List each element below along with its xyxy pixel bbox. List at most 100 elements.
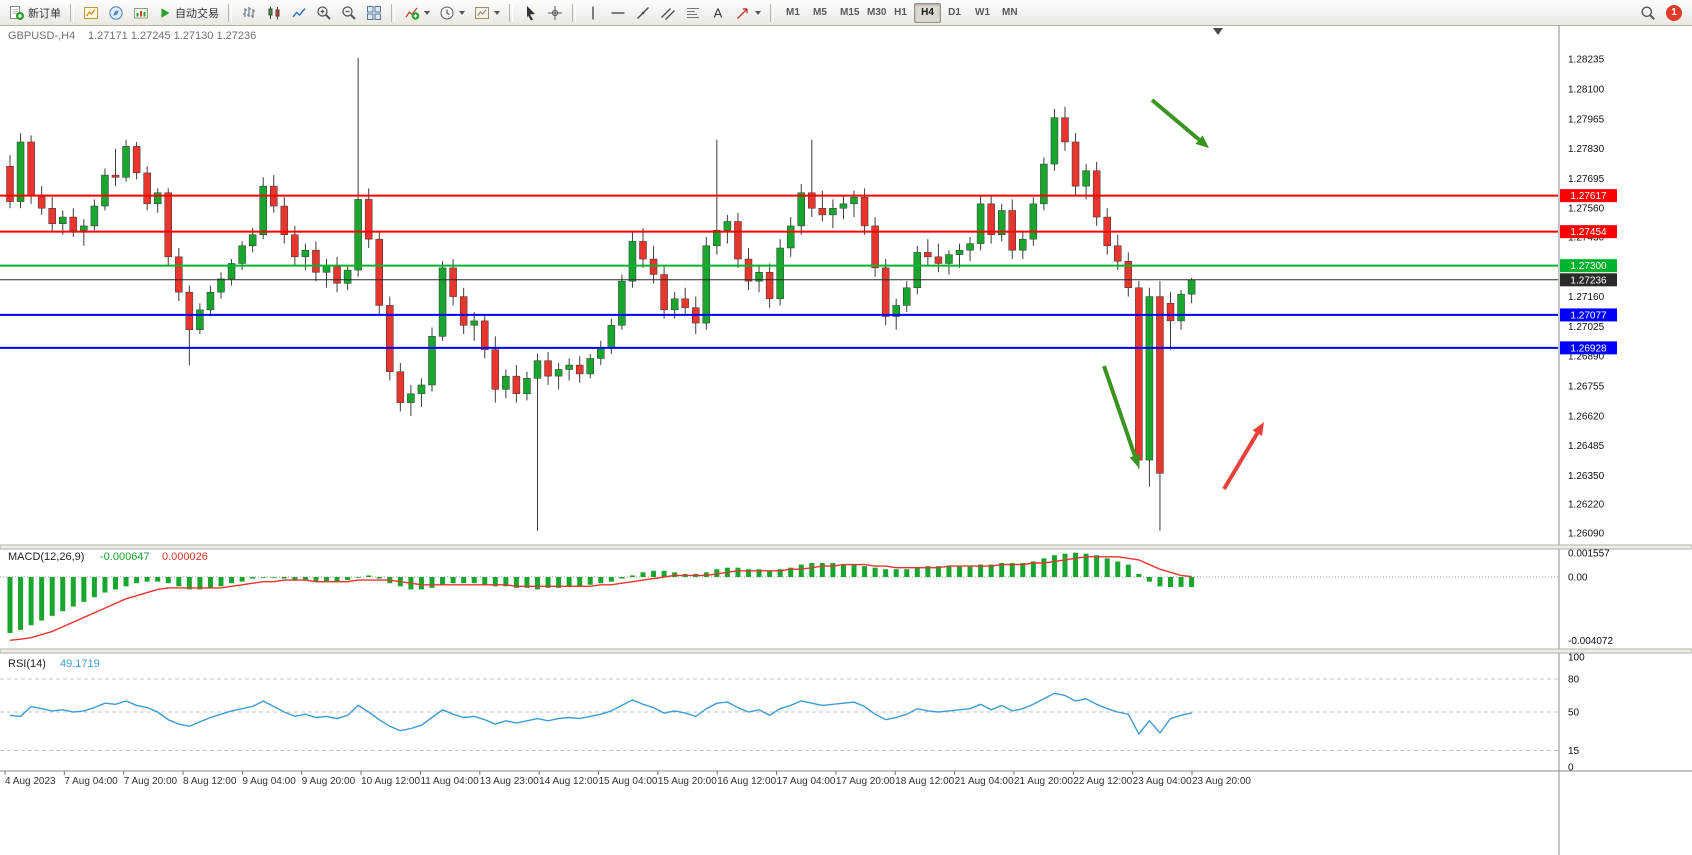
- horizontal-line-button[interactable]: [606, 2, 630, 24]
- templates-button[interactable]: [470, 2, 504, 24]
- candlestick: [618, 274, 626, 330]
- tile-windows-button[interactable]: [362, 2, 386, 24]
- price-tag: [1560, 225, 1617, 239]
- timeframe-button-mn[interactable]: MN: [995, 3, 1022, 23]
- candlestick: [903, 281, 911, 313]
- time-axis-label: 23 Aug 20:00: [1192, 776, 1251, 787]
- macd-histogram-bar: [999, 563, 1005, 577]
- chart-plot-area[interactable]: [0, 26, 1692, 855]
- macd-label: MACD(12,26,9): [8, 551, 84, 563]
- macd-signal-value: 0.000026: [162, 551, 208, 563]
- candlestick: [428, 327, 436, 392]
- price-axis-label: 1.26090: [1568, 528, 1605, 539]
- time-axis-label: 4 Aug 2023: [5, 776, 56, 787]
- search-button[interactable]: [1636, 2, 1660, 24]
- trend-arrow[interactable]: [1222, 422, 1264, 491]
- macd-histogram-bar: [165, 577, 171, 584]
- macd-histogram-bar: [250, 577, 256, 579]
- macd-histogram-bar: [1189, 577, 1195, 588]
- new-order-label: 新订单: [28, 7, 61, 20]
- candlestick: [966, 236, 974, 262]
- trend-arrow[interactable]: [1150, 98, 1209, 148]
- timeframe-button-m1[interactable]: M1: [779, 3, 806, 23]
- toolbar-separator: [509, 3, 513, 22]
- timeframe-button-d1[interactable]: D1: [941, 3, 968, 23]
- crosshair-button[interactable]: [543, 2, 567, 24]
- indicators-button[interactable]: [400, 2, 434, 24]
- time-axis-label: 22 Aug 12:00: [1073, 776, 1132, 787]
- candlestick: [681, 287, 689, 315]
- zoom-out-button[interactable]: [337, 2, 361, 24]
- candlestick: [639, 228, 647, 268]
- chart-area[interactable]: 1.28235 1.28100 1.27965 1.27830 1.27695 1.275…: [0, 26, 1692, 855]
- candlestick: [143, 166, 151, 211]
- macd-histogram-bar: [672, 572, 678, 577]
- macd-histogram-bar: [176, 577, 182, 587]
- macd-histogram-bar: [1020, 563, 1026, 577]
- macd-histogram-bar: [809, 563, 815, 577]
- macd-histogram-bar: [482, 577, 488, 585]
- timeframe-button-m30[interactable]: M30: [860, 3, 887, 23]
- dropdown-caret-icon: [459, 10, 465, 15]
- market-watch-button[interactable]: [79, 2, 103, 24]
- navigator-button[interactable]: [104, 2, 128, 24]
- macd-histogram-bar: [957, 566, 962, 577]
- price-tag-label: 1.27077: [1570, 310, 1607, 321]
- auto-trading-button[interactable]: 自动交易: [154, 2, 223, 24]
- new-order-button[interactable]: 新订单: [4, 2, 65, 24]
- macd-axis-label: 0.00: [1568, 573, 1588, 584]
- candlestick: [554, 362, 563, 390]
- time-axis-label: 21 Aug 04:00: [955, 776, 1014, 787]
- time-axis-label: 7 Aug 04:00: [64, 776, 118, 787]
- market-watch-icon: [84, 6, 98, 19]
- macd-histogram-bar: [39, 577, 45, 621]
- candlestick: [459, 287, 468, 335]
- zoom-in-button[interactable]: [312, 2, 336, 24]
- panel-separator[interactable]: [0, 648, 1692, 654]
- candlestick: [776, 239, 784, 306]
- price-tag-label: 1.27236: [1570, 275, 1607, 286]
- text-button[interactable]: A: [706, 2, 730, 24]
- candlestick: [196, 303, 204, 335]
- macd-histogram-bar: [935, 566, 941, 577]
- candlestick: [375, 230, 383, 315]
- timeframe-button-h4[interactable]: H4: [914, 2, 941, 23]
- candlestick: [1135, 281, 1143, 469]
- price-axis-label: 1.26890: [1568, 352, 1605, 363]
- trendline-button[interactable]: [631, 2, 655, 24]
- panel-separator[interactable]: [0, 544, 1692, 550]
- bar-chart-button[interactable]: [237, 2, 261, 24]
- candlestick: [744, 248, 753, 290]
- macd-histogram-bar: [851, 564, 857, 577]
- line-chart-button[interactable]: [287, 2, 311, 24]
- timeframe-button-m5[interactable]: M5: [806, 3, 833, 23]
- channel-button[interactable]: [656, 2, 680, 24]
- terminal-button[interactable]: [129, 2, 153, 24]
- candlestick: [312, 241, 320, 282]
- chart-shift-marker[interactable]: [1213, 28, 1223, 35]
- toolbar-separator: [228, 3, 232, 22]
- rsi-axis-label: 50: [1568, 708, 1580, 719]
- fibonacci-button[interactable]: [681, 2, 705, 24]
- timeframe-button-m15[interactable]: M15: [833, 3, 860, 23]
- price-axis-label: 1.27560: [1568, 204, 1605, 215]
- price-tag: [1560, 341, 1617, 355]
- macd-histogram-bar: [91, 577, 97, 598]
- timeframe-button-w1[interactable]: W1: [968, 3, 995, 23]
- candlestick-chart-button[interactable]: [262, 2, 286, 24]
- timeframe-button-h1[interactable]: H1: [887, 3, 914, 23]
- macd-histogram-bar: [1168, 577, 1173, 588]
- candlestick: [723, 214, 732, 244]
- macd-histogram-bar: [218, 577, 224, 587]
- toolbar-separator: [770, 3, 774, 22]
- trend-arrow[interactable]: [1102, 365, 1140, 468]
- notification-badge[interactable]: 1: [1666, 4, 1682, 21]
- vertical-line-button[interactable]: [581, 2, 605, 24]
- search-icon: [1641, 6, 1655, 20]
- arrows-button[interactable]: [731, 2, 765, 24]
- candlestick: [259, 177, 267, 240]
- cursor-button[interactable]: [518, 2, 542, 24]
- macd-histogram-bar: [144, 577, 150, 582]
- periods-button[interactable]: [435, 2, 469, 24]
